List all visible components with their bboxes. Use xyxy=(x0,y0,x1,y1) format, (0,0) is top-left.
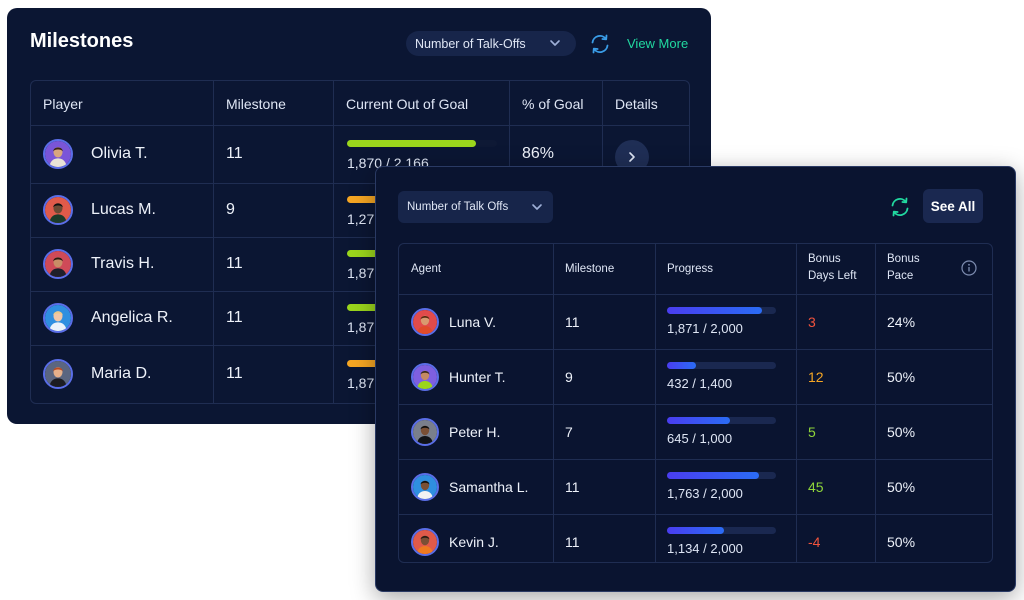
panel-title: Milestones xyxy=(30,30,134,52)
current-out-of-goal: 1,27 xyxy=(347,211,375,227)
current-out-of-goal: 1,87 xyxy=(347,375,375,391)
avatar xyxy=(411,528,439,556)
chevron-down-icon xyxy=(532,204,542,210)
bonus-pace: 24% xyxy=(887,314,916,330)
avatar xyxy=(43,195,73,225)
header-agent: Agent xyxy=(411,263,442,275)
bonus-days-left: 12 xyxy=(808,369,824,385)
table-row[interactable]: Luna V. 11 1,871 / 2,000 3 24% xyxy=(399,294,992,350)
header-milestone: Milestone xyxy=(565,263,615,275)
progress-value: 1,871 / 2,000 xyxy=(667,321,743,336)
avatar xyxy=(43,139,73,169)
player-name: Travis H. xyxy=(91,255,155,272)
milestone-value: 11 xyxy=(565,534,580,550)
agent-name: Luna V. xyxy=(449,314,496,330)
header-details: Details xyxy=(615,96,658,112)
table-row[interactable]: Peter H. 7 645 / 1,000 5 50% xyxy=(399,404,992,460)
see-all-button[interactable]: See All xyxy=(923,189,983,223)
agent-name: Kevin J. xyxy=(449,534,499,550)
progress-value: 1,134 / 2,000 xyxy=(667,541,743,556)
header-bonus-days: Bonus Days Left xyxy=(808,253,857,282)
milestones-table: Player Milestone Current Out of Goal % o… xyxy=(30,80,690,404)
bonus-pace: 50% xyxy=(887,479,916,495)
refresh-icon[interactable] xyxy=(888,195,912,219)
milestone-value: 7 xyxy=(565,424,573,440)
player-name: Angelica R. xyxy=(91,309,173,326)
player-name: Maria D. xyxy=(91,365,152,382)
agent-name: Peter H. xyxy=(449,424,501,440)
milestone-value: 11 xyxy=(226,145,243,162)
bonus-days-left: -4 xyxy=(808,534,821,550)
header-milestone: Milestone xyxy=(226,96,286,112)
bonus-pace: 50% xyxy=(887,369,916,385)
header-bonus-pace: Bonus Pace xyxy=(887,253,920,282)
header-player: Player xyxy=(43,96,83,112)
avatar xyxy=(43,249,73,279)
player-name: Lucas M. xyxy=(91,201,156,218)
progress-bar xyxy=(667,472,776,479)
bonus-pace: 50% xyxy=(887,424,916,440)
agent-name: Samantha L. xyxy=(449,479,529,495)
percent-of-goal: 86% xyxy=(522,145,555,162)
current-out-of-goal: 1,87 xyxy=(347,319,375,335)
progress-bar xyxy=(347,140,497,147)
header-pct: % of Goal xyxy=(522,96,584,112)
progress-bar xyxy=(667,417,776,424)
avatar xyxy=(411,473,439,501)
header-current: Current Out of Goal xyxy=(346,96,469,112)
bonus-pace: 50% xyxy=(887,534,916,550)
info-icon[interactable] xyxy=(961,260,977,276)
chevron-right-icon xyxy=(629,152,635,162)
refresh-icon[interactable] xyxy=(588,32,612,56)
bonus-days-left: 45 xyxy=(808,479,824,495)
view-more-link[interactable]: View More xyxy=(627,36,689,51)
avatar xyxy=(43,303,73,333)
milestone-value: 9 xyxy=(226,201,235,218)
progress-bar xyxy=(667,307,776,314)
avatar xyxy=(411,308,439,336)
dropdown-label: Number of Talk-Offs xyxy=(415,36,526,51)
milestone-value: 11 xyxy=(565,479,580,495)
avatar xyxy=(43,359,73,389)
milestone-value: 11 xyxy=(226,365,243,382)
metric-dropdown[interactable]: Number of Talk-Offs xyxy=(406,31,576,56)
progress-value: 645 / 1,000 xyxy=(667,431,733,446)
milestone-value: 11 xyxy=(226,309,243,326)
agents-panel: Number of Talk Offs See All Agent Milest… xyxy=(375,166,1016,592)
table-header: Player Milestone Current Out of Goal % o… xyxy=(31,81,689,126)
current-out-of-goal: 1,87 xyxy=(347,265,375,281)
avatar xyxy=(411,418,439,446)
table-row[interactable]: Hunter T. 9 432 / 1,400 12 50% xyxy=(399,349,992,405)
progress-value: 432 / 1,400 xyxy=(667,376,733,391)
avatar xyxy=(411,363,439,391)
bonus-days-left: 5 xyxy=(808,424,816,440)
progress-bar xyxy=(667,362,776,369)
table-row[interactable]: Samantha L. 11 1,763 / 2,000 45 50% xyxy=(399,459,992,515)
player-name: Olivia T. xyxy=(91,145,148,162)
progress-bar xyxy=(667,527,776,534)
progress-value: 1,763 / 2,000 xyxy=(667,486,743,501)
table-header: Agent Milestone Progress Bonus Days Left … xyxy=(399,244,992,295)
agents-table: Agent Milestone Progress Bonus Days Left … xyxy=(398,243,993,563)
table-row[interactable]: Olivia T. 11 1,870 / 2,166 86% xyxy=(31,125,689,184)
bonus-days-left: 3 xyxy=(808,314,816,330)
metric-dropdown[interactable]: Number of Talk Offs xyxy=(398,191,553,223)
header-progress: Progress xyxy=(667,263,714,275)
agent-name: Hunter T. xyxy=(449,369,506,385)
chevron-down-icon xyxy=(550,40,560,46)
milestone-value: 9 xyxy=(565,369,573,385)
table-row[interactable]: Kevin J. 11 1,134 / 2,000 -4 50% xyxy=(399,514,992,562)
milestone-value: 11 xyxy=(565,314,580,330)
dropdown-label: Number of Talk Offs xyxy=(407,201,509,213)
milestone-value: 11 xyxy=(226,255,243,272)
